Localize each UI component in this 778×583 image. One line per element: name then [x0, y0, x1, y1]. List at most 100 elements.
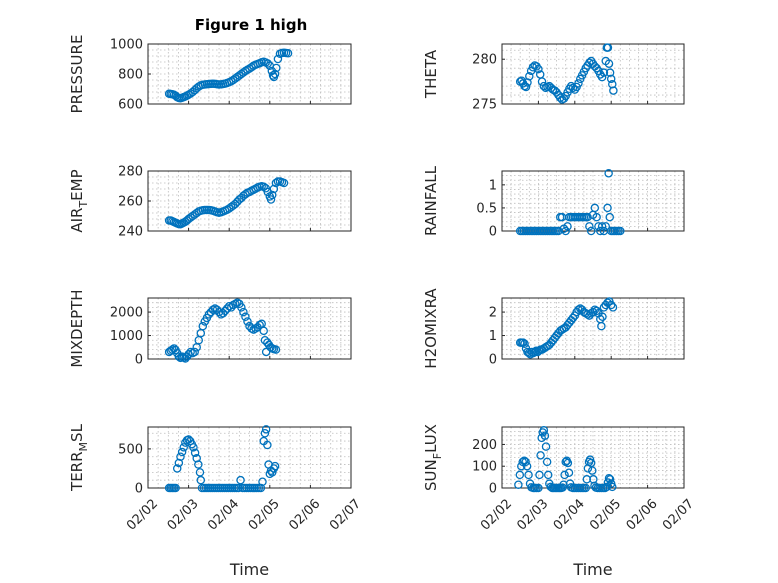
data-point [283, 49, 293, 58]
data-point [588, 466, 597, 475]
axes-frame [147, 297, 352, 360]
data-point [604, 473, 614, 483]
data-point [606, 74, 616, 84]
axes-frame [501, 170, 685, 232]
figure-title: Figure 1 high [195, 16, 308, 34]
data-point [597, 72, 607, 82]
data-point [596, 226, 605, 236]
data-point [261, 425, 271, 434]
y-axis-label: THETA [422, 49, 440, 99]
data-point [603, 203, 612, 213]
data-point [179, 443, 188, 452]
axes-frame [501, 426, 685, 489]
y-tick-label: 2000 [110, 306, 143, 321]
y-tick-label: 275 [472, 98, 497, 113]
data-point [273, 54, 283, 64]
y-tick-label: 240 [118, 225, 143, 240]
data-point [609, 86, 618, 95]
y-axis-label: PRESSURE [68, 35, 86, 114]
y-tick-label: 0 [489, 482, 497, 497]
data-point [603, 43, 613, 52]
subplot-h2omixra: 0 1 2 H2OMIXRA [422, 288, 685, 369]
data-point [583, 310, 592, 319]
data-point [270, 461, 280, 471]
y-tick-label: 0 [489, 225, 497, 240]
data-point [568, 313, 578, 323]
data-point [520, 339, 529, 348]
data-point [597, 222, 607, 231]
data-point [592, 306, 601, 316]
data-point [194, 460, 203, 469]
data-point [521, 457, 530, 467]
data-point [241, 189, 250, 199]
data-point [605, 475, 615, 484]
data-point [260, 429, 270, 438]
data-point [541, 442, 551, 451]
data-point [592, 212, 601, 222]
data-point [237, 303, 246, 312]
data-point [537, 77, 547, 86]
data-point [198, 321, 208, 331]
y-tick-label: 800 [118, 68, 143, 83]
data-point [171, 483, 180, 493]
data-point [542, 457, 552, 467]
data-point [606, 300, 616, 310]
axes-frame [501, 297, 685, 360]
y-tick-label: 0 [135, 353, 143, 368]
data-point [263, 59, 273, 68]
axes-frame [501, 43, 685, 105]
data-point [222, 304, 232, 313]
subplot-pressure: 600 800 1000 PRESSURE [68, 35, 352, 114]
data-point [536, 451, 545, 460]
data-point [279, 178, 289, 188]
data-point [272, 63, 281, 73]
data-point [581, 483, 590, 493]
y-axis-label: H2OMIXRA [422, 288, 440, 369]
data-point [598, 312, 607, 322]
data-point [514, 480, 523, 489]
data-point [531, 346, 541, 356]
y-tick-label: 600 [118, 98, 143, 113]
data-point [583, 212, 592, 222]
x-axis-label: Time [229, 560, 269, 579]
data-point [574, 79, 583, 88]
data-point [604, 169, 613, 178]
data-point [597, 321, 606, 331]
data-point [177, 447, 187, 457]
data-point [172, 464, 182, 473]
data-point [534, 483, 543, 493]
data-point [588, 307, 598, 317]
y-tick-label: 0 [489, 353, 497, 368]
data-point [266, 195, 276, 204]
data-point [608, 482, 617, 492]
data-point [616, 226, 625, 236]
data-point [263, 440, 272, 450]
data-point [540, 431, 550, 440]
y-tick-label: 0.5 [476, 201, 497, 216]
x-axis-label: Time [572, 560, 612, 579]
data-point [561, 226, 570, 236]
data-point [599, 68, 609, 77]
y-tick-label: 280 [118, 165, 143, 180]
y-tick-label: 280 [472, 53, 497, 68]
data-point [528, 63, 538, 72]
data-point [539, 426, 549, 435]
y-axis-label: RAINFALL [422, 165, 440, 236]
data-point [234, 483, 243, 493]
data-point [518, 457, 527, 467]
y-tick-label: 500 [118, 442, 143, 457]
data-point [267, 190, 277, 200]
data-point [568, 83, 578, 93]
data-point [563, 222, 572, 231]
y-tick-label: 1 [489, 178, 497, 193]
data-point [525, 71, 534, 81]
data-point [608, 303, 618, 312]
y-axis-label: TERRMSL [68, 423, 90, 492]
data-point [586, 226, 596, 236]
data-point [515, 470, 525, 480]
y-tick-label: 1000 [110, 329, 143, 344]
data-point [189, 443, 198, 452]
data-point [241, 312, 250, 322]
data-point [524, 470, 533, 480]
y-axis-label: AIRTEMP [68, 169, 90, 232]
